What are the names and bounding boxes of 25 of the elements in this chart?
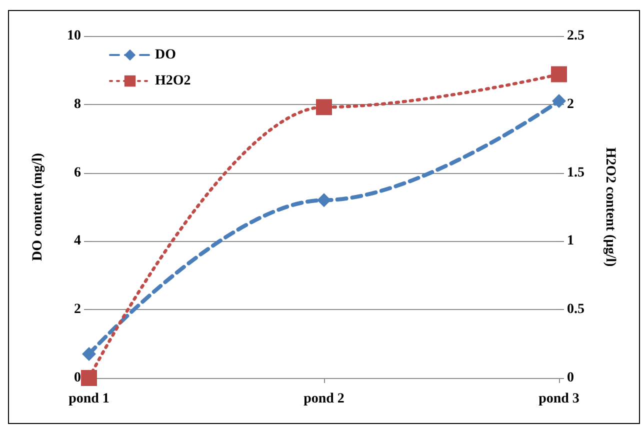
x-tick-label: pond 2 xyxy=(304,392,344,406)
point xyxy=(317,193,331,208)
y-axis-title: DO content (mg/l) xyxy=(30,152,46,262)
y-tick-label: 10 xyxy=(67,28,81,44)
point xyxy=(552,94,566,108)
legend-label: H2O2 xyxy=(155,74,191,88)
y-tick-label: 8 xyxy=(74,96,81,112)
x-tick-label: pond 3 xyxy=(538,392,580,406)
y2-tick-label: 0 xyxy=(567,370,574,386)
point xyxy=(81,370,97,386)
y-tick-label: 6 xyxy=(74,165,81,180)
y2-tick-label: 1 xyxy=(567,234,574,249)
point xyxy=(316,99,332,116)
y-tick-label: 4 xyxy=(74,234,81,249)
y2-tick-label: 1.5 xyxy=(567,165,584,180)
x-tick-label: pond 1 xyxy=(68,392,110,406)
y2-tick-label: 2 xyxy=(567,96,574,112)
y2-tick-label: 2.5 xyxy=(567,28,584,44)
y2-axis-title: H2O2 content (µg/l) xyxy=(602,147,618,267)
y-tick-label: 0 xyxy=(74,370,81,386)
point xyxy=(82,347,96,362)
legend-label: DO xyxy=(155,48,176,62)
point xyxy=(551,66,567,82)
y2-tick-label: 0.5 xyxy=(567,302,584,318)
y-tick-label: 2 xyxy=(74,302,81,318)
